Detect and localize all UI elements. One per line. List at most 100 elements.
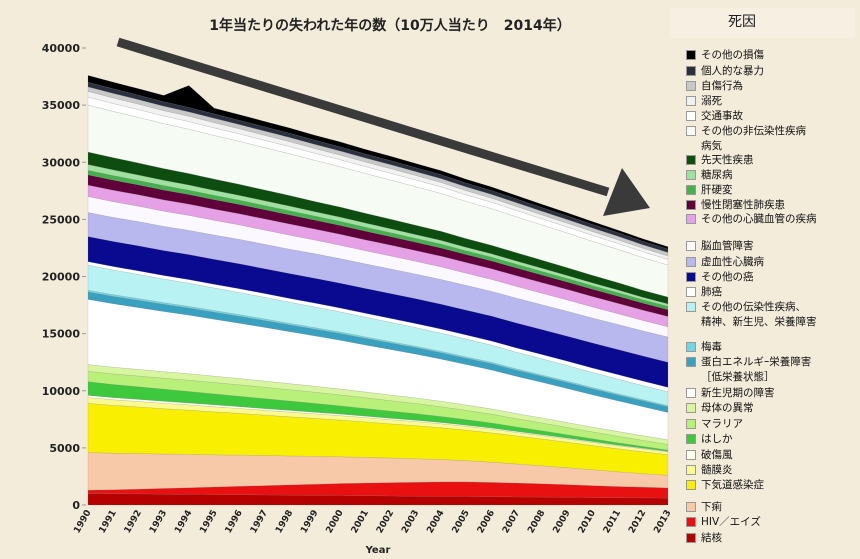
y-tick-label: 35000 bbox=[42, 99, 81, 112]
legend-label: マラリア bbox=[701, 418, 743, 430]
arrow-head bbox=[603, 168, 650, 216]
x-tick-label: 1994 bbox=[173, 509, 194, 536]
legend-swatch bbox=[686, 111, 696, 121]
x-tick-label: 2001 bbox=[350, 509, 371, 536]
arrow-shaft bbox=[116, 37, 610, 197]
x-tick-label: 1998 bbox=[274, 509, 295, 536]
y-tick-label: 0 bbox=[72, 499, 80, 512]
legend-label: その他の損傷 bbox=[701, 49, 764, 61]
legend-swatch bbox=[686, 419, 696, 429]
x-tick-label: 1990 bbox=[72, 509, 93, 536]
chart-title: 1年当たりの失われた年の数（10万人当たり 2014年） bbox=[209, 17, 571, 34]
legend-label: 自傷行為 bbox=[701, 80, 743, 92]
legend-label: 先天性疾患 bbox=[701, 154, 754, 166]
legend-swatch bbox=[686, 480, 696, 490]
x-tick-label: 2005 bbox=[451, 509, 472, 536]
legend-swatch bbox=[686, 533, 696, 543]
x-tick-label: 2012 bbox=[627, 509, 648, 536]
legend-label: HIV／エイズ bbox=[701, 516, 761, 528]
legend-swatch bbox=[686, 214, 696, 224]
legend-swatch bbox=[686, 66, 696, 76]
x-tick-label: 2011 bbox=[602, 509, 623, 536]
x-tick-label: 1999 bbox=[299, 509, 320, 536]
x-tick-label: 2000 bbox=[325, 509, 346, 536]
legend-label: その他の非伝染性疾病 病気 bbox=[701, 125, 806, 152]
legend-label: 破傷風 bbox=[701, 449, 733, 461]
x-tick-label: 1991 bbox=[98, 509, 119, 536]
legend-swatch bbox=[686, 241, 696, 251]
legend-swatch bbox=[686, 388, 696, 398]
legend-label: 交通事故 bbox=[701, 110, 743, 122]
legend-swatch bbox=[686, 126, 696, 136]
plot bbox=[87, 75, 669, 506]
x-tick-label: 2008 bbox=[526, 509, 547, 536]
legend-swatch bbox=[686, 465, 696, 475]
legend-swatch bbox=[686, 502, 696, 512]
legend-swatch bbox=[686, 170, 696, 180]
x-tick-label: 1996 bbox=[224, 509, 245, 536]
legend-swatch bbox=[686, 200, 696, 210]
x-tick-label: 1992 bbox=[123, 509, 144, 536]
x-tick-label: 1995 bbox=[198, 509, 219, 536]
x-tick-label: 2004 bbox=[425, 509, 446, 536]
legend-swatch bbox=[686, 185, 696, 195]
x-tick-label: 2013 bbox=[652, 509, 673, 536]
y-tick-label: 5000 bbox=[49, 442, 80, 455]
legend-label: 新生児期の障害 bbox=[701, 387, 775, 399]
legend-swatch bbox=[686, 302, 696, 312]
legend-label: 母体の異常 bbox=[701, 402, 754, 414]
legend-swatch bbox=[686, 96, 696, 106]
legend-label: 結核 bbox=[701, 532, 722, 544]
legend-swatch bbox=[686, 50, 696, 60]
trend-arrow bbox=[116, 37, 650, 216]
legend-swatch bbox=[686, 517, 696, 527]
x-tick-label: 1997 bbox=[249, 509, 270, 536]
x-tick-label: 2010 bbox=[577, 509, 598, 536]
legend-label: 肝硬変 bbox=[701, 184, 733, 196]
legend-label: その他の伝染性疾病、 精神、新生児、栄養障害 bbox=[701, 301, 817, 328]
legend-swatch bbox=[686, 450, 696, 460]
legend-label: 蛋白エネルギｰ栄養障害 ［低栄養状態］ bbox=[701, 356, 812, 383]
legend-swatch bbox=[686, 155, 696, 165]
legend-label: その他の心臓血管の疾病 bbox=[701, 213, 817, 225]
legend-label: 梅毒 bbox=[701, 341, 722, 353]
legend-swatch bbox=[686, 257, 696, 267]
y-tick-label: 40000 bbox=[42, 42, 81, 55]
y-tick-label: 10000 bbox=[42, 385, 81, 398]
legend-label: はしか bbox=[701, 433, 733, 445]
legend-label: 個人的な暴力 bbox=[701, 65, 764, 77]
area bbox=[87, 75, 669, 250]
y-tick-label: 15000 bbox=[42, 328, 81, 341]
legend-label: 溺死 bbox=[701, 95, 722, 107]
legend-swatch bbox=[686, 434, 696, 444]
legend-label: 髄膜炎 bbox=[701, 464, 733, 476]
legend-swatch bbox=[686, 403, 696, 413]
legend-label: 脳血管障害 bbox=[701, 240, 754, 252]
legend-label: 下痢 bbox=[701, 501, 722, 513]
x-tick-label: 2003 bbox=[400, 509, 421, 536]
legend-label: 慢性閉塞性肺疾患 bbox=[701, 199, 785, 211]
legend-header-bg bbox=[670, 8, 855, 38]
x-tick-label: 2002 bbox=[375, 509, 396, 536]
x-tick-label: 1993 bbox=[148, 509, 169, 536]
x-axis-label: Year bbox=[365, 545, 391, 556]
legend-label: 下気道感染症 bbox=[701, 479, 764, 491]
legend-swatch bbox=[686, 342, 696, 352]
legend-swatch bbox=[686, 81, 696, 91]
legend-label: 肺癌 bbox=[701, 286, 722, 298]
x-tick-label: 2009 bbox=[552, 509, 573, 536]
legend-swatch bbox=[686, 357, 696, 367]
x-tick-label: 2007 bbox=[501, 509, 522, 536]
y-tick-label: 20000 bbox=[42, 271, 81, 284]
y-tick-label: 25000 bbox=[42, 213, 81, 226]
y-tick-label: 30000 bbox=[42, 156, 81, 169]
legend-title: 死因 bbox=[728, 14, 756, 30]
legend-label: その他の癌 bbox=[701, 271, 754, 283]
x-tick-label: 2006 bbox=[476, 509, 497, 536]
legend-swatch bbox=[686, 287, 696, 297]
legend-label: 虚血性心臓病 bbox=[701, 256, 764, 268]
legend-swatch bbox=[686, 272, 696, 282]
legend-label: 糖尿病 bbox=[701, 169, 733, 181]
